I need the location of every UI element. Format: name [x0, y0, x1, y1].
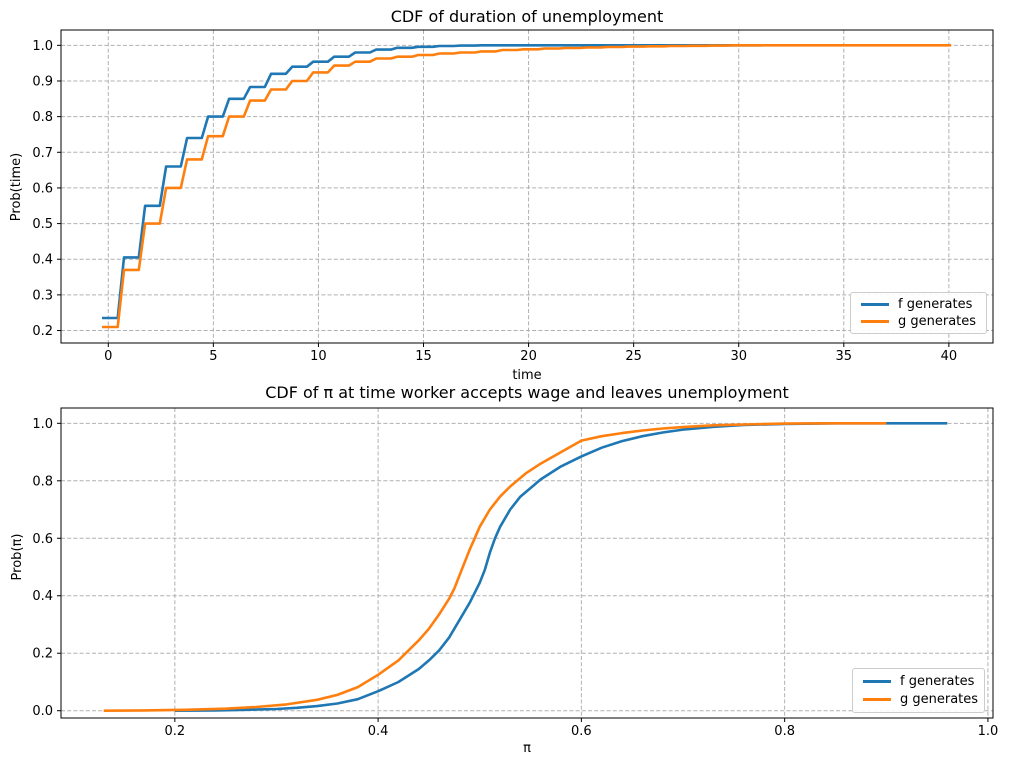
x-tick-label: 40: [941, 349, 958, 364]
x-tick-label: 25: [625, 349, 642, 364]
y-tick-label: 0.8: [32, 110, 53, 125]
legend-entry-g: g generates: [861, 313, 976, 330]
subplot2-series-f-line: [174, 422, 948, 712]
y-tick-label: 1.0: [32, 39, 53, 54]
x-tick-label: 5: [209, 349, 217, 364]
tick-marks: [57, 422, 989, 722]
legend-label-f: f generates: [898, 297, 973, 312]
legend-entry-g: g generates: [863, 691, 978, 710]
x-tick-label: 0.4: [368, 724, 389, 739]
subplot1-ylabel: Prob(time): [9, 152, 24, 222]
y-tick-label: 0.6: [32, 181, 53, 196]
x-tick-label: 10: [310, 349, 327, 364]
y-tick-label: 0.6: [32, 532, 53, 547]
tick-labels: 0 5 10 15 20 25 30 35 40 0.2 0.3 0.4 0.5 0.6 0.7 0.8 0.9…: [32, 39, 957, 364]
legend-label-g: g generates: [898, 314, 977, 329]
subplot1-series-f-line: [102, 44, 762, 320]
y-tick-label: 0.7: [32, 146, 53, 161]
tick-labels: 0.2 0.4 0.6 0.8 1.0 0.0 0.2 0.4 0.6 0.8 1.0: [32, 417, 998, 739]
tick-marks: [57, 44, 950, 347]
x-tick-label: 0.2: [164, 724, 185, 739]
subplot2-legend: f generates g generates: [852, 668, 985, 713]
x-tick-label: 1.0: [978, 724, 999, 739]
y-tick-label: 1.0: [32, 417, 53, 432]
x-tick-label: 0.8: [774, 724, 795, 739]
subplot1-legend: f generates g generates: [850, 292, 987, 334]
axes-border: [60, 29, 994, 344]
subplot1-xlabel: time: [512, 368, 542, 383]
y-tick-label: 0.0: [32, 704, 53, 719]
legend-line-f-icon: [863, 679, 891, 683]
axes-border: [60, 407, 994, 719]
y-tick-label: 0.3: [32, 288, 53, 303]
subplot2-ylabel: Prob(π): [10, 533, 25, 581]
y-tick-label: 0.8: [32, 474, 53, 489]
legend-entry-f: f generates: [861, 296, 976, 313]
x-tick-label: 0: [104, 349, 112, 364]
y-tick-label: 0.5: [32, 217, 53, 232]
legend-line-g-icon: [861, 320, 889, 323]
subplot1-title: CDF of duration of unemployment: [390, 7, 664, 26]
x-tick-label: 0.6: [571, 724, 592, 739]
y-tick-label: 0.4: [32, 589, 53, 604]
subplot2-xlabel: π: [523, 741, 531, 756]
x-tick-label: 20: [520, 349, 537, 364]
x-tick-label: 15: [415, 349, 432, 364]
x-tick-label: 30: [730, 349, 747, 364]
subplot2-title: CDF of π at time worker accepts wage and…: [265, 383, 789, 402]
legend-label-g: g generates: [900, 692, 979, 708]
legend-line-f-icon: [861, 303, 889, 306]
legend-label-f: f generates: [900, 673, 975, 689]
subplot2-series-g-line: [103, 422, 887, 712]
subplot-1-axes: 0 5 10 15 20 25 30 35 40 0.2 0.3 0.4 0.5 0.6 0.7 0.8 0.9…: [32, 29, 994, 364]
y-tick-label: 0.9: [32, 74, 53, 89]
subplot1-series-g-line: [102, 44, 951, 329]
y-tick-label: 0.2: [32, 647, 53, 662]
y-tick-label: 0.4: [32, 253, 53, 268]
subplot-2-axes: 0.2 0.4 0.6 0.8 1.0 0.0 0.2 0.4 0.6 0.8 1.0: [32, 407, 998, 739]
y-tick-label: 0.2: [32, 324, 53, 339]
legend-line-g-icon: [863, 698, 891, 702]
x-tick-label: 35: [836, 349, 853, 364]
legend-entry-f: f generates: [863, 672, 974, 691]
